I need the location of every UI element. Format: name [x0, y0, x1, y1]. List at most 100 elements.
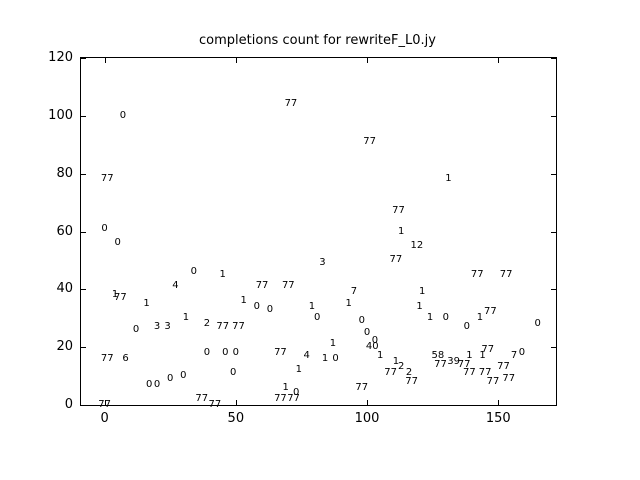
data-point-label: 0	[463, 320, 470, 332]
data-point-label: 1	[329, 338, 337, 350]
data-point-label: 77	[384, 367, 398, 379]
data-point-label: 4	[303, 349, 310, 361]
data-point-label: 77	[216, 320, 230, 332]
data-point-label: 39	[447, 355, 461, 367]
data-point-label: 77	[100, 173, 114, 185]
data-point-label: 77	[392, 205, 405, 217]
data-point-label: 77	[287, 393, 300, 405]
data-point-label: 40	[365, 341, 379, 353]
data-point-label: 0	[232, 346, 240, 358]
data-point-label: 77	[434, 358, 447, 370]
data-point-label: 77	[113, 292, 127, 303]
data-point-label: 0	[266, 303, 274, 315]
data-point-label: 0	[534, 318, 541, 330]
data-point-label: 6	[122, 352, 129, 364]
data-point-label: 77	[457, 358, 471, 370]
data-point-label: 0	[114, 237, 121, 249]
y-tick	[81, 115, 86, 117]
data-point-label: 1	[416, 300, 423, 312]
data-point-label: 3	[319, 257, 326, 269]
y-tick-right	[551, 173, 556, 175]
data-point-label: 0	[167, 372, 174, 384]
y-tick	[81, 289, 86, 291]
y-tick-right	[551, 289, 556, 291]
data-point-label: 77	[405, 375, 419, 387]
y-tick	[81, 347, 86, 349]
y-tick	[81, 173, 86, 175]
data-point-label: 0	[293, 387, 300, 399]
data-point-label: 7	[350, 286, 358, 298]
data-point-label: 77	[274, 393, 287, 405]
data-point-label: 1	[466, 349, 473, 361]
data-point-label: 0	[518, 346, 526, 358]
data-point-label: 2	[203, 318, 211, 330]
data-point-label: 0	[314, 312, 321, 324]
data-point-label: 77	[499, 268, 513, 280]
y-tick-label: 20	[56, 339, 73, 355]
x-tick-top	[104, 58, 106, 63]
data-point-label: 77	[463, 367, 476, 379]
data-point-label: 0	[132, 323, 140, 335]
data-point-label: 2	[405, 367, 413, 379]
data-point-label: 1	[143, 297, 150, 309]
data-point-label: 1	[479, 349, 486, 361]
data-point-label: 77	[281, 280, 295, 292]
x-tick	[235, 400, 237, 405]
x-tick	[367, 400, 369, 405]
data-point-label: 1	[219, 268, 226, 280]
data-point-label: 1	[182, 312, 190, 324]
plot-area: 0 50 100 150 0 20 40 60 80 100 120 77 0 77 77 1 0 77 0 6 0 1 0…	[48, 50, 557, 426]
data-point-label: 2	[397, 361, 405, 373]
y-tick	[81, 405, 86, 406]
y-tick-right	[551, 58, 556, 59]
data-point-label: 1	[445, 173, 452, 185]
y-tick-label: 120	[48, 50, 73, 65]
data-point-label: 12	[410, 239, 424, 251]
data-point-label: 77	[484, 306, 497, 318]
data-point-label: 1	[321, 352, 329, 364]
x-tick	[498, 400, 500, 405]
data-point-label: 77	[100, 352, 114, 364]
x-tick-label: 50	[227, 411, 245, 426]
data-point-label: 77	[232, 320, 245, 332]
data-point-label: 0	[442, 312, 449, 324]
y-tick-right	[551, 115, 556, 117]
y-tick-label: 0	[64, 397, 73, 412]
data-point-label: 0	[230, 367, 237, 379]
data-point-label: 58	[431, 349, 445, 361]
data-point-label: 77	[284, 98, 298, 110]
data-point-label: 77	[363, 135, 377, 147]
x-tick-top	[235, 58, 237, 63]
data-point-label: 1	[282, 381, 289, 393]
data-point-label: 0	[363, 326, 371, 338]
data-point-label: 1	[397, 225, 405, 237]
data-point-label: 0	[358, 315, 365, 327]
y-tick-right	[551, 405, 556, 406]
data-point-label: 3	[164, 320, 171, 332]
data-point-label: 77	[195, 393, 209, 405]
data-point-label: 1	[345, 297, 352, 309]
data-point-label: 0	[222, 346, 229, 358]
data-point-label: 7	[510, 349, 518, 361]
chart-title: completions count for rewriteF_L0.jy	[199, 33, 436, 48]
x-tick-label: 150	[485, 411, 511, 426]
data-point-label: 4	[172, 280, 179, 292]
y-tick-right	[551, 231, 556, 233]
x-tick-top	[367, 58, 369, 63]
data-point-label: 0	[180, 370, 187, 382]
data-point-label: 77	[274, 346, 287, 358]
y-tick	[81, 231, 86, 233]
data-point-label: 1	[426, 312, 434, 324]
data-point-label: 77	[486, 375, 500, 387]
data-point-label: 1	[111, 289, 119, 301]
data-point-label: 77	[255, 280, 269, 292]
data-point-label: 77	[355, 381, 369, 393]
y-tick-label: 60	[56, 223, 73, 239]
x-tick	[104, 400, 106, 405]
data-point-label: 3	[153, 320, 161, 332]
data-point-label: 1	[392, 355, 400, 367]
data-point-label: 0	[153, 378, 161, 390]
y-tick-label: 100	[48, 107, 73, 123]
data-point-label: 0	[190, 265, 198, 277]
data-point-label: 0	[119, 109, 127, 121]
